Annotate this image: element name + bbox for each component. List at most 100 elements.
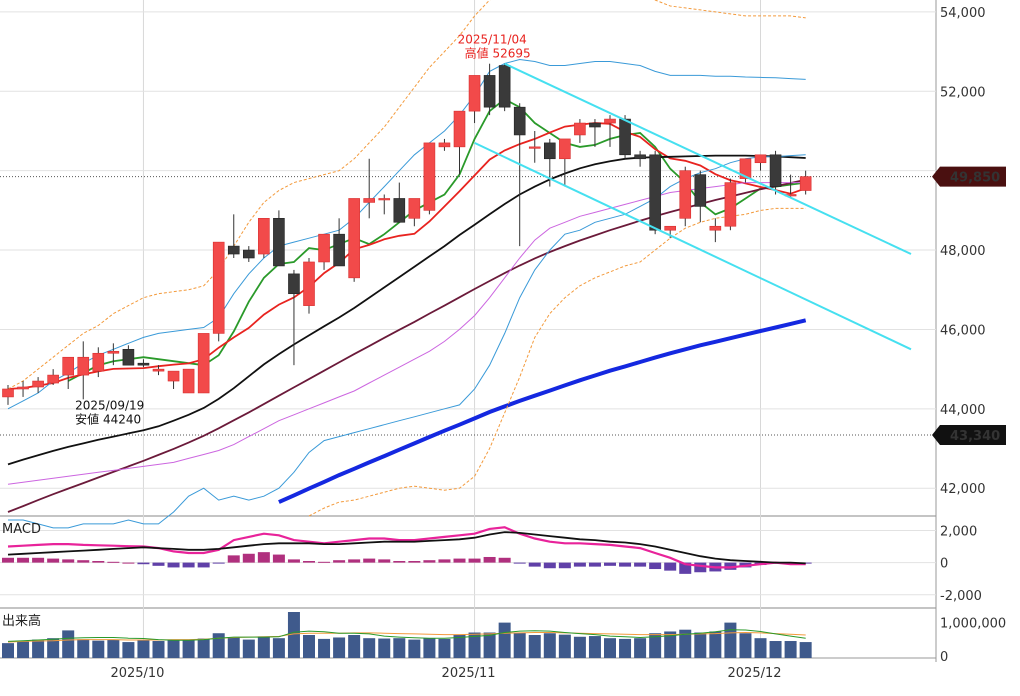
candle-body <box>137 362 150 366</box>
macd-histogram-bar <box>47 558 60 563</box>
volume-bar <box>649 633 662 658</box>
volume-bar <box>558 634 571 658</box>
macd-histogram-bar <box>303 561 315 563</box>
candle-body <box>47 374 59 384</box>
macd-histogram-bar <box>348 559 361 563</box>
macd-histogram-bar <box>619 562 632 567</box>
price-badge <box>932 425 1006 446</box>
axis-layer: 54,000 52,000 48,000 46,000 44,000 42,000 49,8… <box>932 6 1006 497</box>
macd-histogram-bar <box>32 557 45 563</box>
volume-bar <box>32 639 45 658</box>
candle-body <box>2 388 14 398</box>
price-tick-label: 48,000 <box>940 244 986 259</box>
volume-bar <box>303 635 315 658</box>
price-tick-label: 54,000 <box>940 6 986 21</box>
volume-tick-label: 1,000,000 <box>940 617 1006 632</box>
macd-histogram-bar <box>649 562 662 570</box>
volume-bar <box>573 636 586 658</box>
volume-bar <box>47 638 60 658</box>
candlestick-layer <box>2 63 812 405</box>
annotation-date: 2025/09/19 <box>75 398 144 412</box>
volume-bar <box>453 635 466 658</box>
candle-body <box>122 348 135 366</box>
volume-bar <box>17 641 30 658</box>
candle-body <box>754 154 767 164</box>
candle-body <box>227 245 240 255</box>
volume-panel-label: 出来高 <box>2 613 41 629</box>
volume-bar <box>619 638 632 658</box>
macd-histogram-bar <box>468 558 481 563</box>
x-axis: 2025/10 2025/11 2025/12 <box>110 666 781 681</box>
macd-histogram-bar <box>287 559 300 563</box>
candle-body <box>273 218 285 267</box>
candle-body <box>619 118 631 156</box>
volume-bar <box>227 637 240 658</box>
macd-histogram-bar <box>363 558 376 563</box>
volume-bar <box>318 638 331 658</box>
macd-histogram-bar <box>588 562 601 567</box>
indicator-layer <box>7 0 807 529</box>
volume-bar <box>694 632 707 658</box>
candle-body <box>604 118 616 124</box>
price-tick-label: 44,000 <box>940 403 986 418</box>
volume-bar <box>528 635 541 658</box>
macd-histogram-bar <box>543 562 556 569</box>
candle-body <box>483 75 496 108</box>
price-badge <box>932 166 1006 187</box>
candle-body <box>288 273 300 295</box>
price-tick-label: 46,000 <box>940 323 986 338</box>
candle-body <box>528 146 541 149</box>
candle-body <box>453 110 466 148</box>
volume-bar <box>152 641 165 658</box>
macd-histogram-bar <box>408 561 421 563</box>
indicator-line-ma5 <box>67 98 806 382</box>
indicator-line-ma_blue <box>278 318 807 504</box>
macd-tick-label: -2,000 <box>940 589 982 604</box>
candle-body <box>709 225 722 231</box>
candle-body <box>634 154 646 160</box>
candle-body <box>513 106 526 136</box>
volume-bar <box>634 638 647 658</box>
macd-histogram-bar <box>483 556 496 563</box>
macd-histogram-bar <box>107 561 120 563</box>
volume-bar <box>272 638 285 658</box>
volume-bar <box>664 631 677 658</box>
candle-body <box>363 198 376 203</box>
volume-bar <box>604 638 616 658</box>
macd-histogram-bar <box>197 562 210 568</box>
candle-body <box>724 182 737 227</box>
volume-bar <box>122 642 135 658</box>
macd-histogram-bar <box>694 562 707 573</box>
candle-body <box>32 380 44 388</box>
volume-bar <box>543 633 556 658</box>
candle-body <box>152 368 165 372</box>
macd-histogram-bar <box>664 562 677 571</box>
indicator-line-bb_outer_lower <box>308 207 806 517</box>
volume-bar <box>137 640 150 658</box>
candle-body <box>574 122 586 136</box>
candle-body <box>664 225 677 231</box>
volume-bar <box>212 633 225 658</box>
candle-body <box>212 241 225 334</box>
macd-histogram-bar <box>227 555 240 563</box>
volume-bar <box>257 636 270 658</box>
macd-histogram-bar <box>242 553 255 563</box>
macd-histogram-bar <box>558 562 571 569</box>
price-badge-label: 43,340 <box>950 429 1000 444</box>
macd-histogram-bar <box>137 562 150 565</box>
macd-histogram-bar <box>438 559 451 563</box>
candle-body <box>649 154 661 231</box>
macd-histogram-bar <box>167 562 180 568</box>
annotation-date: 2025/11/04 <box>458 33 527 47</box>
price-badge-label: 49,850 <box>950 171 1000 186</box>
indicator-line-ma_black <box>7 154 806 466</box>
candle-body <box>318 233 330 263</box>
volume-bar <box>754 638 767 658</box>
indicator-line-bb_mid_violet <box>7 182 806 485</box>
macd-histogram-bar <box>92 561 105 563</box>
candle-body <box>559 138 571 160</box>
volume-bar <box>588 636 601 658</box>
volume-bar <box>498 622 511 658</box>
